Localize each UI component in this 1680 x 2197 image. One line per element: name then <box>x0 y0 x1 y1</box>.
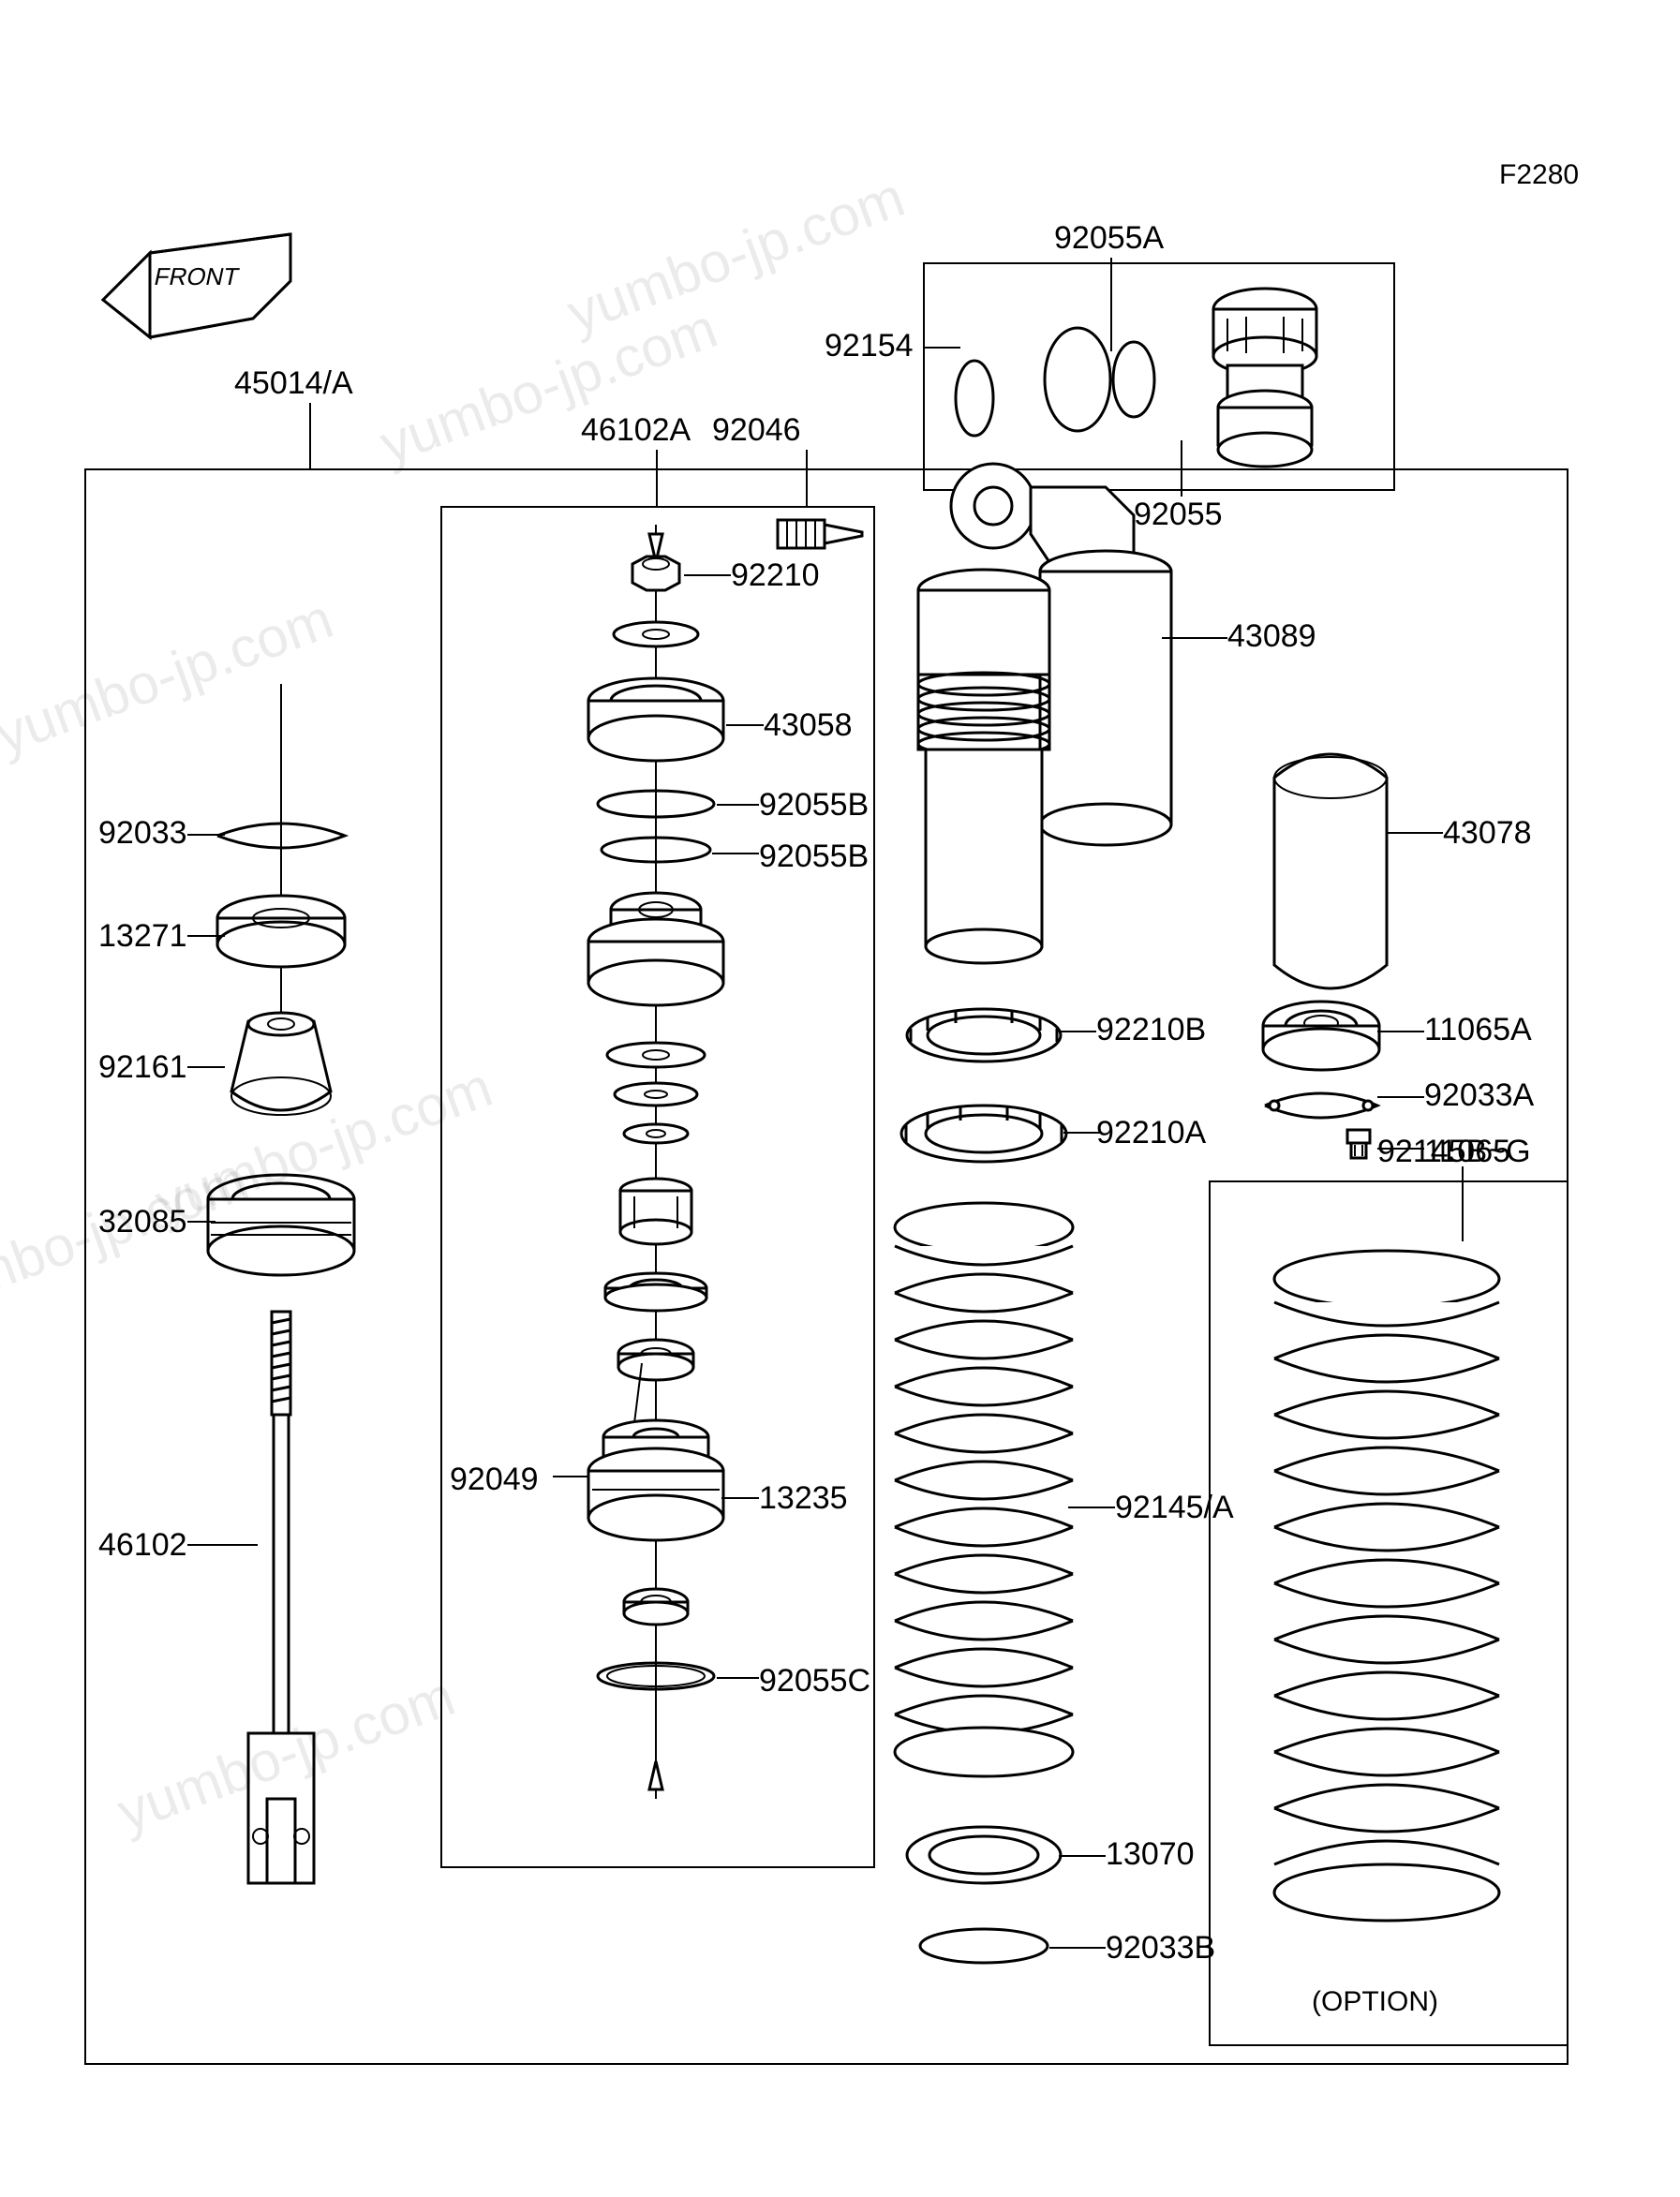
label-92033A: 92033A <box>1424 1077 1534 1114</box>
part-13235-guide <box>581 1415 731 1555</box>
label-92210A: 92210A <box>1096 1115 1206 1151</box>
front-label: FRONT <box>152 262 242 291</box>
part-32085-spacer <box>201 1171 361 1284</box>
leader-92154 <box>923 347 960 349</box>
label-92055B2: 92055B <box>759 839 869 875</box>
label-92145: 92145/A <box>1115 1490 1234 1526</box>
label-46102: 46102 <box>98 1527 187 1564</box>
part-92055B-ring2 <box>595 834 717 866</box>
leader-43089 <box>1162 637 1227 639</box>
part-92154-oring <box>946 356 1003 440</box>
part-13271-plate <box>211 890 351 974</box>
part-lower-shim <box>600 1269 712 1316</box>
label-13271: 13271 <box>98 918 187 955</box>
part-43078-bladder <box>1246 731 1415 1021</box>
leader-13271 <box>187 935 225 937</box>
part-92055B-ring1 <box>590 787 721 821</box>
leader-92145 <box>1068 1507 1115 1508</box>
part-washer-1 <box>609 618 703 650</box>
leader-13235 <box>721 1497 759 1499</box>
label-92055A: 92055A <box>1054 220 1164 257</box>
label-46102A: 46102A <box>581 412 691 449</box>
part-92055A-oring <box>1106 337 1162 422</box>
leader-92055C <box>717 1677 759 1679</box>
watermark: yumbo-jp.com <box>371 295 725 477</box>
leader-92210 <box>684 574 731 576</box>
option-caption: (OPTION) <box>1312 1986 1438 2018</box>
label-13070: 13070 <box>1106 1836 1195 1873</box>
label-92154: 92154 <box>825 328 914 364</box>
label-92161: 92161 <box>98 1049 187 1086</box>
label-92049: 92049 <box>450 1462 539 1498</box>
leader-92033A <box>1377 1096 1424 1098</box>
part-13070-guide <box>899 1818 1068 1893</box>
leader-92145B <box>1462 1166 1464 1241</box>
label-11065A: 11065A <box>1424 1012 1532 1048</box>
leader-32085 <box>187 1221 216 1223</box>
figure-code: F2280 <box>1499 159 1579 191</box>
axis-center-bottom <box>649 1761 662 1799</box>
part-valve-body <box>1190 281 1340 478</box>
leader-92210B <box>1059 1031 1096 1032</box>
part-92210A-nut <box>895 1096 1073 1171</box>
label-11065: 11065 <box>1424 1134 1510 1170</box>
leader-92055B1 <box>717 804 759 806</box>
part-11065A-cap <box>1256 993 1387 1077</box>
label-92055C: 92055C <box>759 1663 870 1700</box>
part-valve <box>614 1176 698 1251</box>
part-46102-rod <box>234 1312 328 1911</box>
part-92033B-circlip <box>914 1925 1054 1967</box>
watermark: yumbo-jp.com <box>558 164 913 346</box>
leader-92210A <box>1063 1132 1101 1134</box>
label-43089: 43089 <box>1227 618 1316 655</box>
leader-13070 <box>1059 1855 1106 1857</box>
part-92055C-oring <box>590 1658 721 1694</box>
leader-43058 <box>726 724 764 726</box>
part-92210-nut <box>623 553 689 595</box>
leader-11065 <box>1377 1148 1424 1150</box>
leader-46102A-vertical <box>656 450 658 506</box>
part-piston-body <box>581 885 731 1017</box>
leader-92033B <box>1049 1947 1106 1949</box>
label-92046: 92046 <box>712 412 801 449</box>
part-92033A-circlip <box>1256 1087 1387 1124</box>
label-92210B: 92210B <box>1096 1012 1206 1048</box>
label-45014: 45014/A <box>234 365 353 402</box>
part-92161-bumper <box>211 1007 351 1138</box>
leader-45014-vertical <box>309 403 311 468</box>
label-43058: 43058 <box>764 707 853 744</box>
leader-92046 <box>806 450 808 506</box>
part-43089-body <box>890 450 1190 974</box>
leader-43078 <box>1387 832 1443 834</box>
label-92033: 92033 <box>98 815 187 852</box>
leader-46102 <box>187 1544 258 1546</box>
part-option-spring <box>1256 1246 1518 1939</box>
part-92210B-nut <box>899 1002 1068 1068</box>
label-92210: 92210 <box>731 557 820 594</box>
leader-92055B2 <box>712 853 759 854</box>
label-92055B1: 92055B <box>759 787 869 824</box>
part-92145-spring <box>881 1199 1087 1789</box>
leader-92161 <box>187 1066 225 1068</box>
part-43058-cup <box>581 675 731 768</box>
label-13235: 13235 <box>759 1480 848 1517</box>
leader-92033 <box>187 834 225 836</box>
axis-left <box>279 684 283 1059</box>
part-11065-plug <box>1340 1124 1377 1164</box>
part-shim-stack <box>600 1040 712 1162</box>
label-32085: 32085 <box>98 1204 187 1240</box>
leader-11065A <box>1377 1031 1424 1032</box>
label-92033B: 92033B <box>1106 1930 1215 1967</box>
part-small-ring <box>618 1583 693 1630</box>
label-43078: 43078 <box>1443 815 1532 852</box>
